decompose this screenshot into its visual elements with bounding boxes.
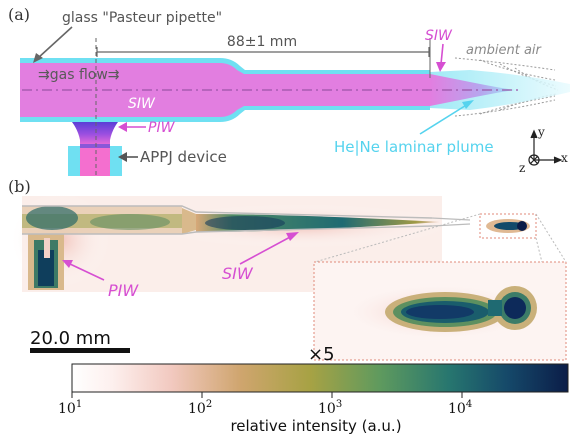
- piw-arrow-a: [118, 122, 146, 132]
- colorbar-ticks: [71, 392, 463, 398]
- tick-label-1: 101: [58, 399, 82, 417]
- axis-y-label: y: [537, 125, 545, 139]
- coordinate-axes: [528, 129, 563, 166]
- axis-z-label: z: [519, 161, 525, 175]
- distance-dimension: [96, 47, 430, 57]
- siw-label-b: SIW: [222, 264, 254, 283]
- appj-device: [68, 122, 122, 176]
- siw-inner-label: SIW: [128, 96, 156, 112]
- siw-tip-arrow: [436, 43, 446, 72]
- piw-arrow-b: [62, 260, 105, 281]
- pipette-tip-discharge: [430, 74, 515, 106]
- siw-tip-label: SIW: [425, 28, 453, 44]
- zoom-source-box: [479, 213, 537, 239]
- colorbar: [71, 363, 569, 393]
- zoom-factor-label: ×5: [308, 344, 335, 365]
- panel-a-label: (a): [8, 5, 30, 24]
- plume-label: He|Ne laminar plume: [334, 138, 494, 156]
- tick-label-2: 102: [188, 399, 212, 417]
- ambient-air-label: ambient air: [466, 43, 543, 58]
- distance-label: 88±1 mm: [227, 34, 297, 50]
- zoom-inset: [313, 261, 567, 361]
- glass-arrow: [33, 26, 73, 63]
- siw-arrow-b: [239, 232, 299, 265]
- glass-label: glass "Pasteur pipette": [62, 10, 222, 26]
- tick-label-3: 103: [318, 399, 342, 417]
- plume-arrow: [419, 100, 474, 135]
- colorbar-label: relative intensity (a.u.): [230, 417, 401, 435]
- colorbar-tick-labels: 101 102 103 104: [58, 399, 472, 417]
- device-label: APPJ device: [140, 148, 227, 166]
- axis-x-label: x: [561, 151, 568, 165]
- scale-bar-label: 20.0 mm: [30, 328, 111, 349]
- device-arrow: [118, 152, 138, 162]
- panel-b-label: (b): [8, 177, 31, 196]
- scale-bar: [30, 348, 130, 353]
- gas-flow-label: ⇉gas flow⇉: [38, 67, 120, 83]
- piw-label-a: PIW: [148, 120, 176, 136]
- piw-label-b: PIW: [108, 281, 139, 300]
- emission-image: [10, 192, 530, 292]
- tick-label-4: 104: [448, 399, 472, 417]
